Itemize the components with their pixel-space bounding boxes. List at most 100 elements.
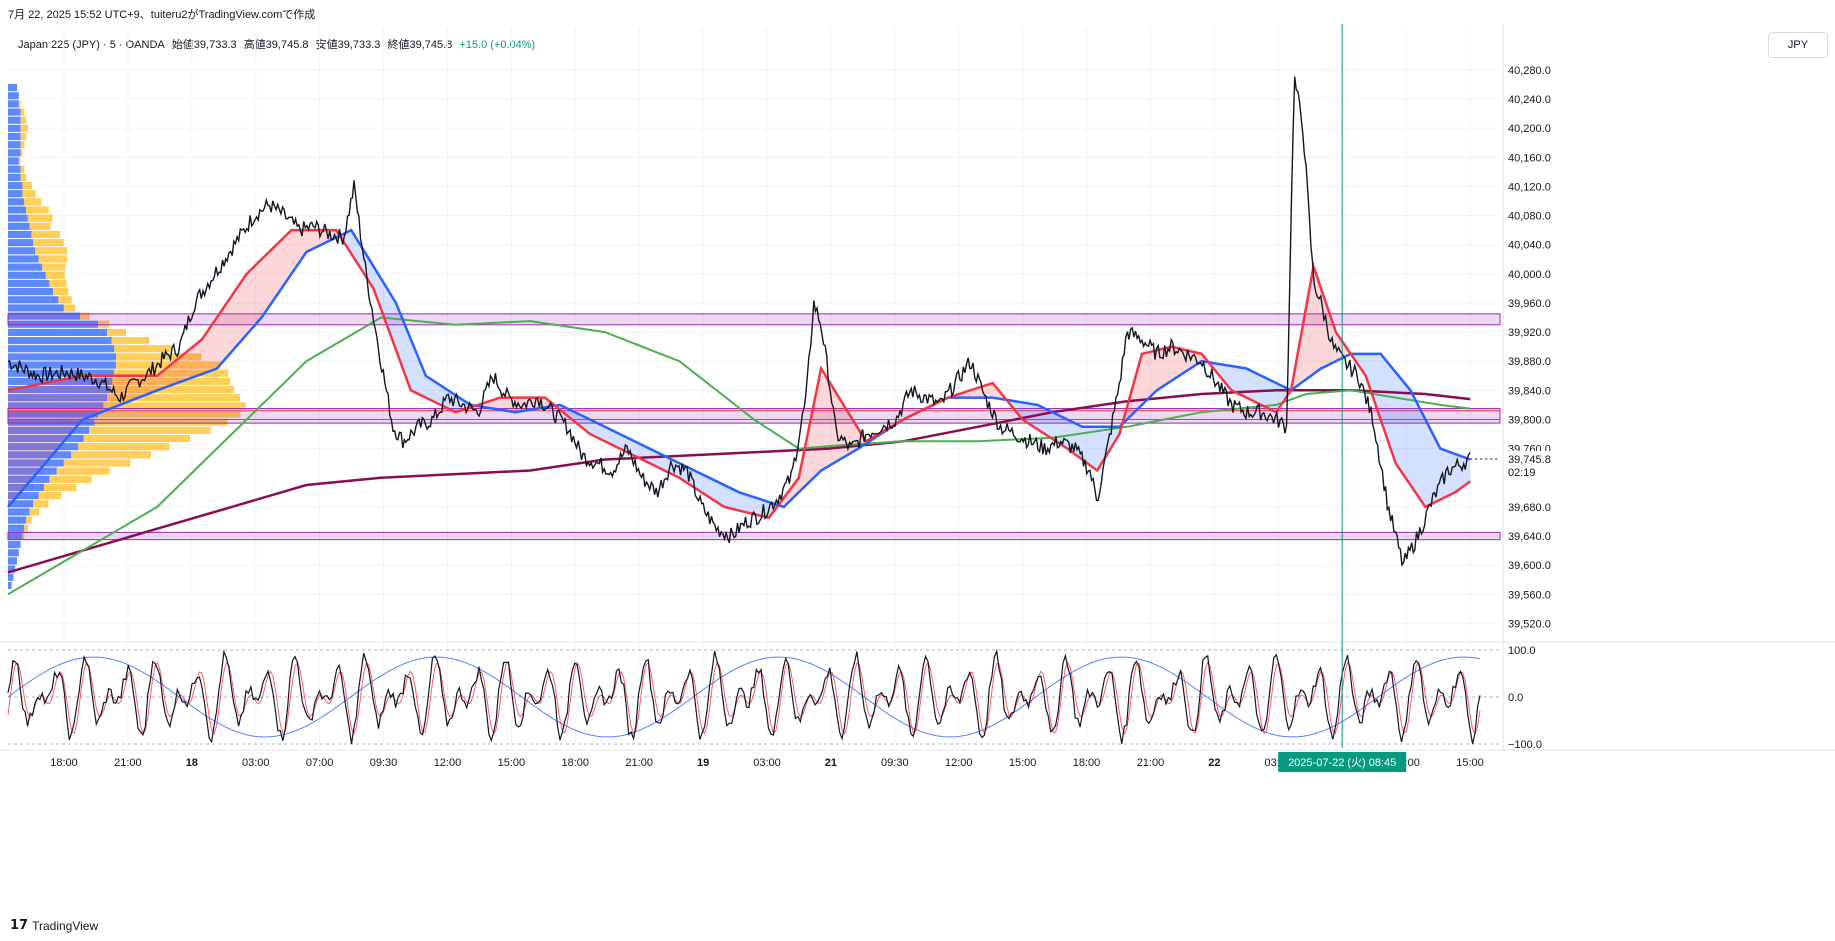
- ribbon-segment: [696, 471, 703, 493]
- time-tick-label: 19: [697, 757, 709, 769]
- volume-bar-up: [8, 263, 43, 271]
- ribbon-segment: [184, 348, 191, 381]
- ribbon-segment: [1086, 426, 1093, 468]
- ema-fast-line: [7, 228, 1471, 520]
- volume-bar-down: [42, 263, 65, 271]
- price-tick-label: 39,800.0: [1508, 414, 1551, 426]
- osc-tick-label: −100.0: [1508, 739, 1542, 751]
- ribbon-segment: [404, 322, 411, 389]
- countdown-label: 02:19: [1508, 467, 1536, 479]
- volume-bar-down: [31, 230, 60, 239]
- ribbon-segment: [1330, 314, 1337, 365]
- ribbon-segment: [592, 420, 599, 439]
- ribbon-segment: [20, 386, 27, 493]
- ribbon-segment: [1110, 426, 1117, 449]
- time-tick-label: 03:00: [242, 757, 270, 769]
- volume-bar-down: [114, 345, 172, 353]
- ribbon-segment: [732, 489, 740, 511]
- price-tick-label: 39,600.0: [1508, 560, 1551, 572]
- ribbon-segment: [294, 230, 301, 270]
- price-tick-label: 39,680.0: [1508, 502, 1551, 514]
- volume-bar-down: [33, 239, 64, 247]
- ribbon-segment: [1360, 353, 1367, 379]
- price-tick-label: 40,200.0: [1508, 123, 1551, 135]
- price-tick-label: 39,920.0: [1508, 327, 1551, 339]
- ribbon-segment: [269, 245, 277, 306]
- time-tick-label: 21:00: [114, 757, 142, 769]
- volume-bar-down: [26, 206, 49, 214]
- time-tick-label: 15:00: [1009, 757, 1037, 769]
- price-tick-label: 39,880.0: [1508, 356, 1551, 368]
- volume-bar-down: [26, 516, 32, 524]
- time-axis[interactable]: 18:00 21:00 18 03:00 07:00 09:30 12:00 15:00 18:…: [50, 757, 1484, 769]
- ribbon-segment: [751, 496, 758, 515]
- ribbon-segment: [56, 379, 63, 450]
- volume-bar-down: [20, 116, 27, 124]
- volume-bar-up: [8, 385, 111, 394]
- price-tick-label: 39,520.0: [1508, 618, 1551, 630]
- currency-button[interactable]: JPY: [1768, 32, 1828, 58]
- volume-bar-up: [8, 573, 14, 581]
- ribbon-segment: [1317, 279, 1324, 371]
- volume-bar-up: [8, 288, 53, 296]
- price-tick-label: 40,240.0: [1508, 94, 1551, 106]
- volume-bar-down: [24, 524, 28, 532]
- volume-bar-up: [8, 222, 30, 230]
- ribbon-segment: [1049, 410, 1056, 442]
- volume-bar-down: [112, 377, 231, 385]
- price-tick-label: 39,840.0: [1508, 385, 1551, 397]
- volume-bar-up: [8, 173, 21, 181]
- ribbon-segment: [263, 251, 270, 315]
- time-tick-label: 07:00: [306, 757, 334, 769]
- volume-bar-down: [94, 418, 228, 426]
- ribbon-segment: [196, 337, 203, 376]
- price-tick-label: 39,560.0: [1508, 589, 1551, 601]
- volume-bar-up: [8, 467, 57, 475]
- volume-bar-down: [24, 198, 42, 206]
- volume-bar-down: [33, 500, 49, 508]
- price-axis[interactable]: 40,280.0 40,240.0 40,200.0 40,160.0 40,120.0…: [1504, 65, 1556, 751]
- ribbon-segment: [495, 397, 502, 410]
- osc-tick-label: 100.0: [1508, 645, 1536, 657]
- volume-bar-up: [8, 500, 34, 508]
- sma-long-line: [7, 389, 1471, 574]
- time-tick-label: 18:00: [562, 757, 590, 769]
- ribbon-segment: [818, 373, 825, 474]
- volume-bar-up: [8, 434, 84, 443]
- volume-bar-up: [8, 214, 28, 222]
- ribbon-segment: [87, 375, 94, 418]
- volume-bar-down: [20, 132, 27, 141]
- price-tick-label: 40,000.0: [1508, 269, 1551, 281]
- time-tick-label: 12:00: [434, 757, 462, 769]
- last-price-label: 39,745.8: [1508, 454, 1551, 466]
- volume-bar-up: [8, 565, 16, 573]
- volume-bar-up: [8, 394, 107, 402]
- time-tick-label: 21: [825, 757, 837, 769]
- ribbon-segment: [251, 262, 258, 329]
- ribbon-segment: [501, 397, 508, 411]
- volume-bar-up: [8, 92, 19, 100]
- volume-bar-up: [8, 459, 64, 467]
- volume-bar-down: [44, 483, 77, 492]
- crosshair-time-label: 2025-07-22 (火) 08:45: [1288, 757, 1396, 769]
- volume-bar-up: [8, 181, 23, 190]
- volume-bar-down: [63, 459, 131, 467]
- ribbon-segment: [68, 377, 76, 436]
- ribbon-segment: [276, 239, 283, 297]
- price-tick-label: 40,280.0: [1508, 65, 1551, 77]
- volume-bar-down: [49, 279, 67, 288]
- volume-bar-up: [8, 581, 12, 589]
- volume-bar-up: [8, 508, 30, 516]
- tradingview-icon: 17: [10, 918, 29, 933]
- ribbon-segment: [1177, 348, 1184, 377]
- price-tick-label: 39,960.0: [1508, 298, 1551, 310]
- volume-bar-down: [107, 394, 240, 402]
- ribbon-segment: [154, 373, 161, 392]
- volume-bar-up: [8, 296, 59, 304]
- volume-bar-up: [8, 492, 39, 500]
- tradingview-logo[interactable]: 17 TradingView: [10, 918, 98, 933]
- volume-bar-down: [20, 165, 25, 173]
- osc-tick-label: 0.0: [1508, 692, 1523, 704]
- price-tick-label: 40,040.0: [1508, 240, 1551, 252]
